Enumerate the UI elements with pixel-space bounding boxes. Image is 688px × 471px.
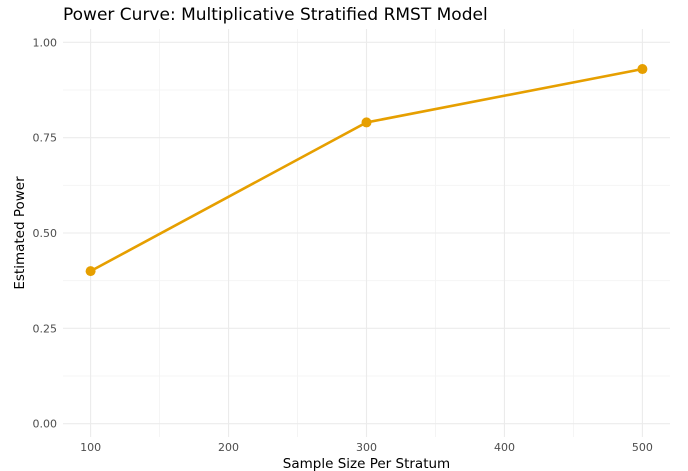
x-tick-label: 100 [80, 441, 101, 454]
y-tick-label: 0.00 [33, 418, 58, 431]
y-tick-label: 1.00 [33, 36, 58, 49]
x-tick-label: 300 [356, 441, 377, 454]
x-tick-label: 200 [218, 441, 239, 454]
y-tick-label: 0.25 [33, 322, 58, 335]
x-axis-tick-labels: 100 200 300 400 500 [80, 441, 653, 454]
x-tick-label: 500 [632, 441, 653, 454]
data-point [637, 64, 648, 75]
y-axis-title: Estimated Power [12, 176, 28, 290]
x-axis-title: Sample Size Per Stratum [283, 456, 450, 471]
chart-title: Power Curve: Multiplicative Stratified R… [63, 5, 488, 25]
y-tick-label: 0.75 [33, 132, 58, 145]
x-tick-label: 400 [494, 441, 515, 454]
data-point [361, 117, 372, 128]
data-point [85, 266, 96, 277]
y-axis-tick-labels: 0.00 0.25 0.50 0.75 1.00 [33, 36, 58, 430]
grid [63, 29, 670, 437]
y-tick-label: 0.50 [33, 227, 58, 240]
series [85, 64, 648, 277]
